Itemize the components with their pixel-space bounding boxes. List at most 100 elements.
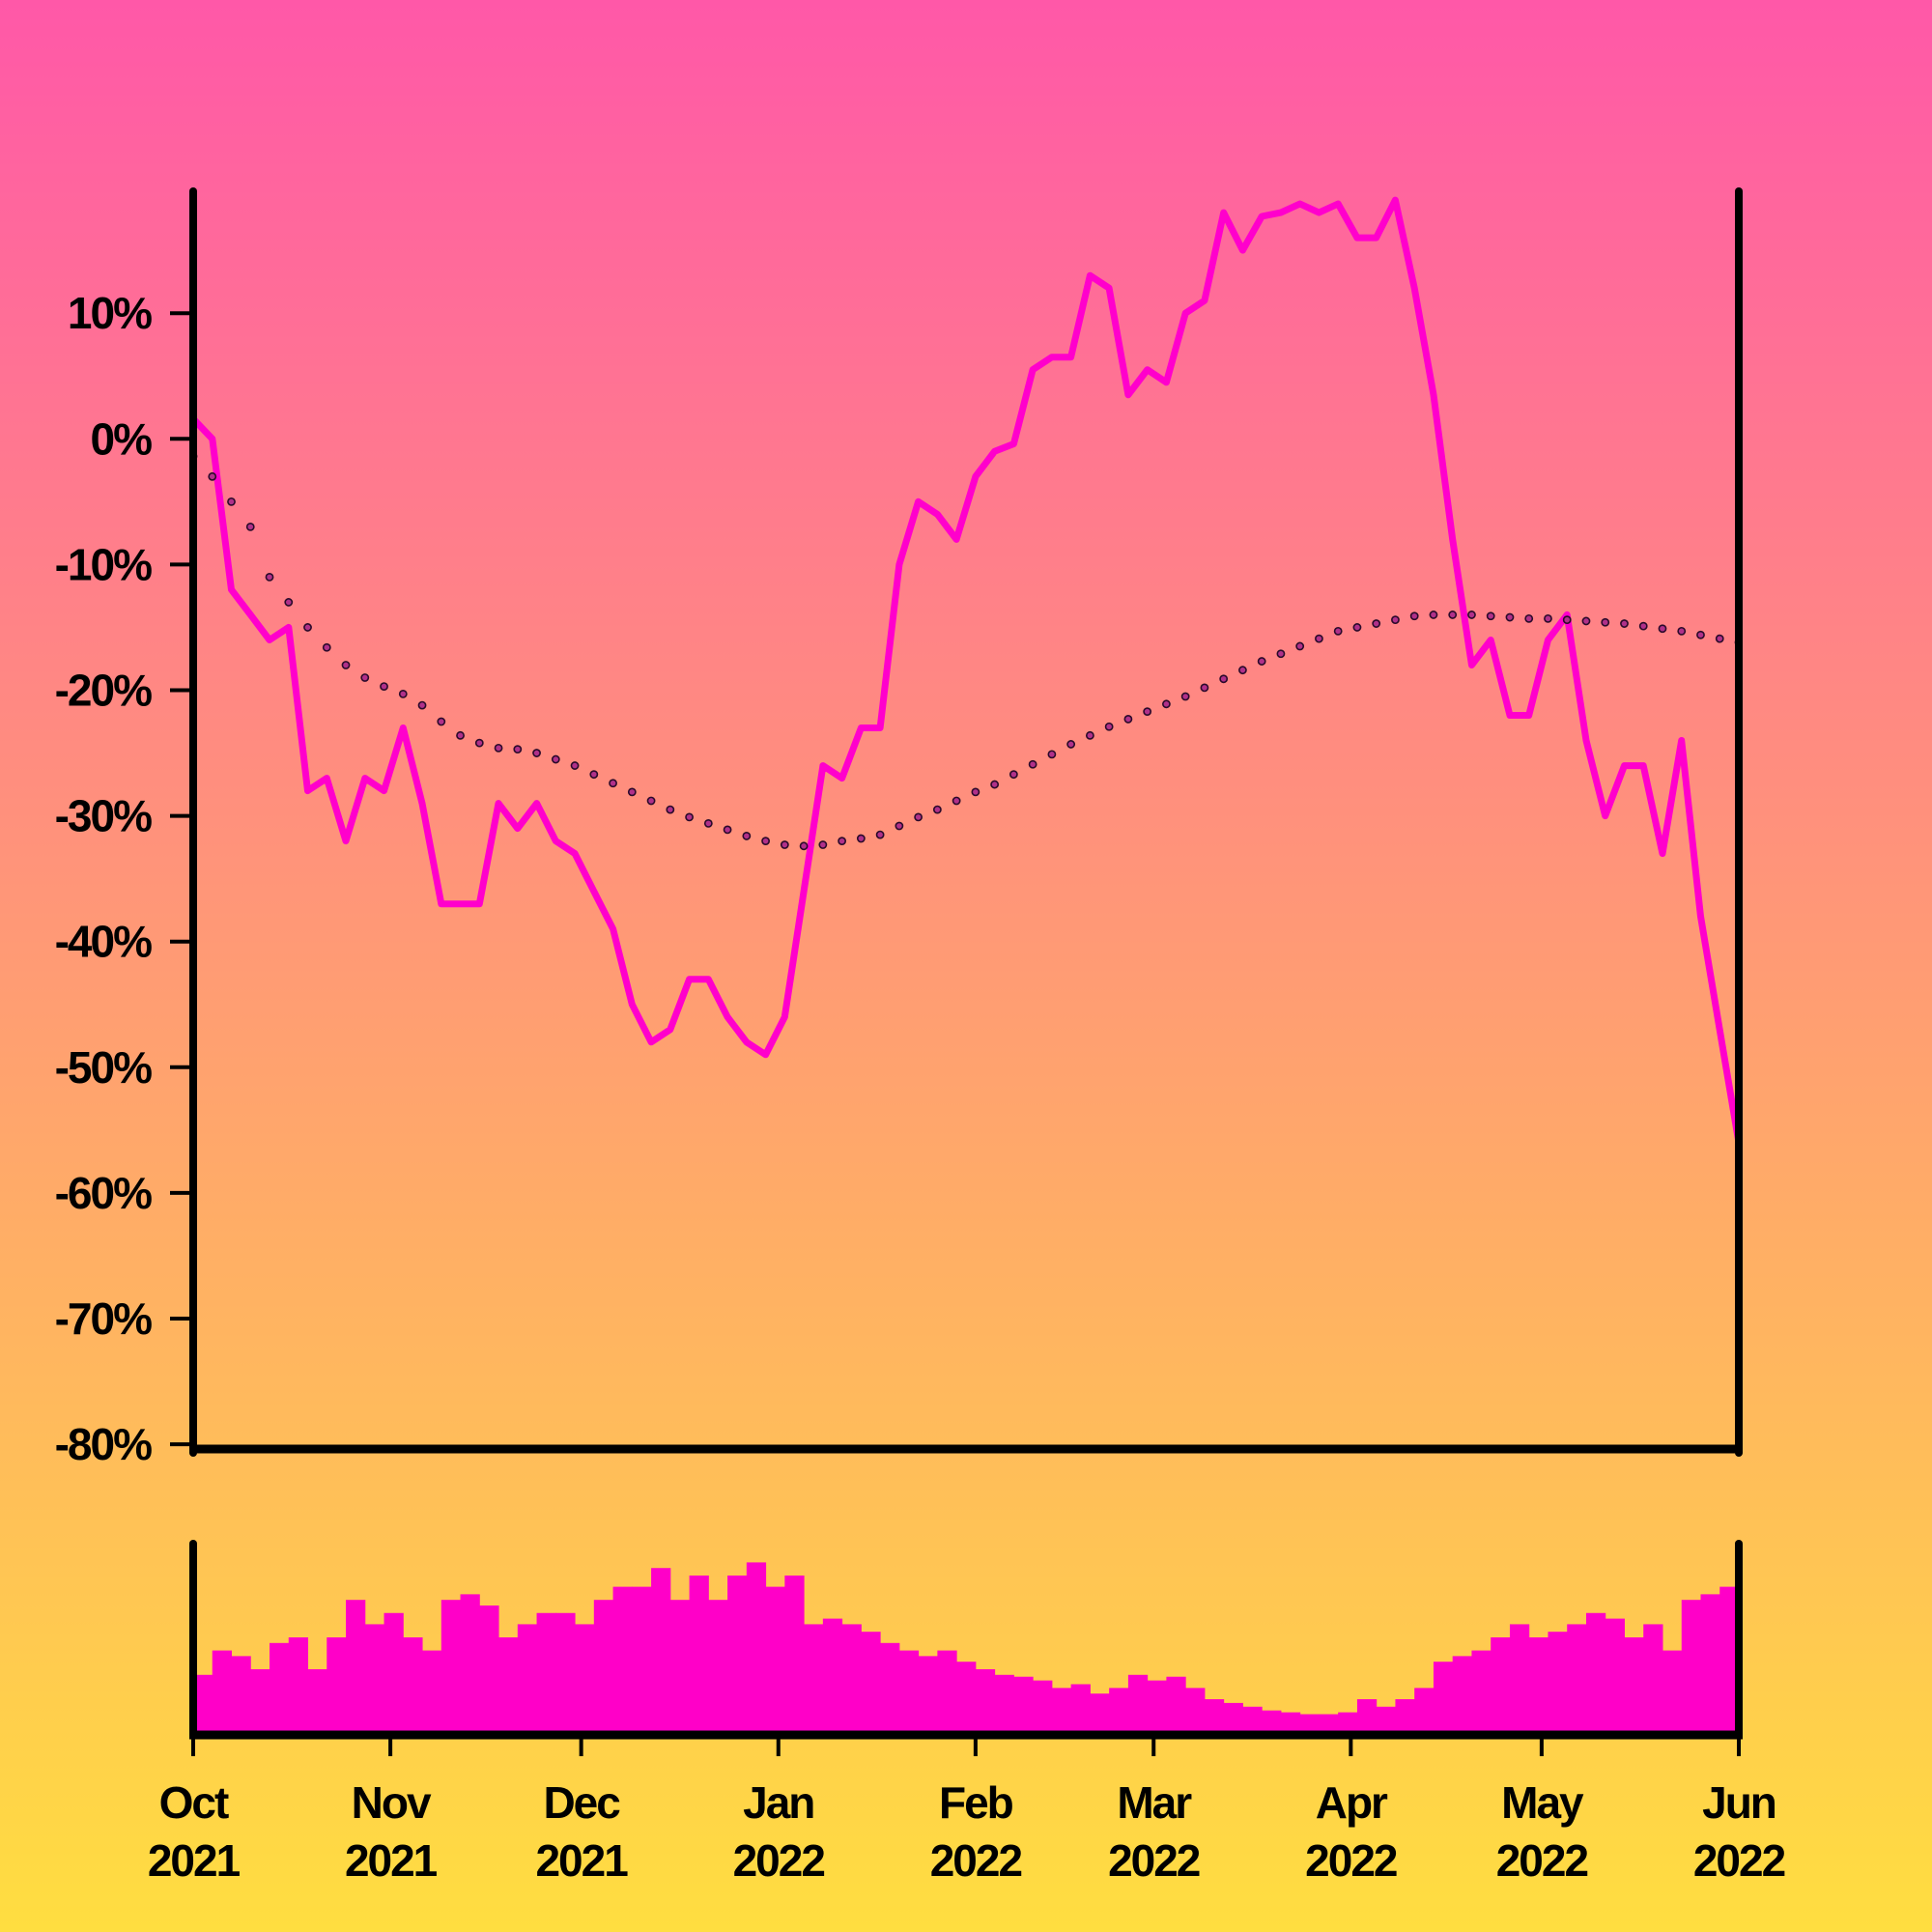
trend-dot <box>666 805 675 814</box>
volume-bar <box>1452 1656 1472 1731</box>
volume-bar <box>1223 1702 1243 1731</box>
trend-dot <box>856 834 866 843</box>
volume-bar <box>1567 1624 1587 1731</box>
volume-bar <box>1548 1632 1568 1731</box>
tick-labels: 10% 0% -10% -20% -30% -40% -50% -60% -70% -80% Oct… <box>55 288 1787 1886</box>
trend-dot <box>1409 611 1419 621</box>
trend-dot <box>551 754 560 764</box>
trend-dot <box>609 779 617 788</box>
trend-dot <box>1658 624 1667 634</box>
trend-dot <box>1009 770 1018 780</box>
volume-bar <box>498 1637 519 1731</box>
trend-dot <box>723 825 732 835</box>
volume-bar <box>307 1668 327 1731</box>
volume-bar <box>288 1637 309 1731</box>
x-tick-label-line: Dec <box>543 1777 620 1828</box>
x-tick-label: Oct 2021 <box>148 1777 241 1886</box>
volume-bar <box>1700 1594 1720 1731</box>
y-tick-label: -60% <box>55 1168 152 1218</box>
volume-bar <box>1509 1624 1530 1731</box>
x-tick-label-line: Apr <box>1316 1777 1388 1828</box>
axes <box>170 187 1743 1756</box>
volume-bar <box>1643 1624 1663 1731</box>
trend-dot <box>341 661 351 669</box>
trend-dot <box>1315 634 1323 643</box>
trend-dot <box>322 642 331 652</box>
y-tick-label: -30% <box>55 791 152 841</box>
trend-dot <box>208 471 217 481</box>
trend-dot <box>703 819 713 828</box>
volume-bar <box>612 1586 633 1731</box>
y-tick-label: -80% <box>55 1419 152 1469</box>
x-tick-label: May 2022 <box>1496 1777 1588 1886</box>
trend-dot <box>265 573 274 582</box>
trend-dot <box>952 796 961 806</box>
trend-dot <box>990 780 1000 789</box>
volume-bar <box>1585 1612 1606 1731</box>
volume-bar <box>1376 1706 1396 1731</box>
trend-dot <box>1200 683 1209 693</box>
trend-dot <box>1620 619 1629 628</box>
x-tick-label-line: 2022 <box>1496 1835 1588 1886</box>
trend-dot <box>1143 707 1152 717</box>
x-tick-label-line: Jun <box>1702 1777 1776 1828</box>
volume-bar <box>1070 1684 1091 1731</box>
trend-dot <box>1581 616 1591 626</box>
trend-dot <box>685 812 694 822</box>
x-tick-label-line: Mar <box>1117 1777 1192 1828</box>
trend-dot <box>380 682 388 691</box>
trend-dot <box>1562 615 1572 625</box>
volume-bar <box>1433 1662 1454 1731</box>
trend-dot <box>627 787 637 797</box>
x-tick-label-line: 2022 <box>1305 1835 1397 1886</box>
x-tick-label: Jan 2022 <box>733 1777 825 1886</box>
x-tick-label-line: 2021 <box>535 1835 628 1886</box>
trend-dot <box>1123 715 1133 724</box>
volume-bar <box>327 1637 347 1731</box>
volume-bar <box>1528 1637 1548 1731</box>
trend-dot <box>646 796 656 806</box>
volume-bar <box>1051 1688 1072 1731</box>
trend-dot <box>1333 626 1343 636</box>
volume-bar <box>422 1650 442 1731</box>
volume-bar <box>212 1650 233 1731</box>
trend-dot <box>1219 674 1229 684</box>
volume-bar <box>651 1568 671 1731</box>
volume-bar <box>1204 1699 1225 1731</box>
volume-bar <box>1013 1676 1034 1731</box>
volume-bar <box>1185 1688 1206 1731</box>
trend-dot <box>360 673 370 682</box>
trend-dot <box>417 700 427 710</box>
trend-dot <box>1638 621 1648 631</box>
volume-bar <box>956 1662 977 1731</box>
volume-bar <box>861 1632 881 1731</box>
volume-bar <box>1491 1637 1511 1731</box>
y-tick-label: -70% <box>55 1293 152 1344</box>
volume-bar <box>1605 1618 1625 1731</box>
trend-dot <box>227 497 236 506</box>
trend-dot <box>914 812 923 822</box>
trend-dot <box>437 717 446 726</box>
trend-dot <box>1066 740 1076 749</box>
x-tick-label-line: May <box>1501 1777 1584 1828</box>
volume-bar <box>1299 1714 1320 1731</box>
volume-bar <box>1166 1676 1186 1731</box>
trend-dot <box>284 598 294 607</box>
volume-bar <box>1147 1680 1167 1731</box>
volume-bar <box>575 1624 595 1731</box>
volume-bar <box>1090 1693 1110 1731</box>
trend-dot <box>1601 617 1610 627</box>
volume-bar <box>918 1656 938 1731</box>
volume-bar <box>250 1668 270 1731</box>
x-tick-label: Nov 2021 <box>345 1777 438 1886</box>
trend-dot <box>1085 730 1094 740</box>
trend-dot <box>303 623 312 632</box>
trend-dot <box>1505 612 1515 622</box>
trend-dot <box>1372 619 1381 628</box>
volume-bar <box>1338 1712 1358 1731</box>
volume-bar <box>994 1674 1014 1731</box>
trend-dot <box>932 805 942 814</box>
volume-bar <box>1127 1674 1149 1731</box>
volume-bar <box>975 1668 996 1731</box>
